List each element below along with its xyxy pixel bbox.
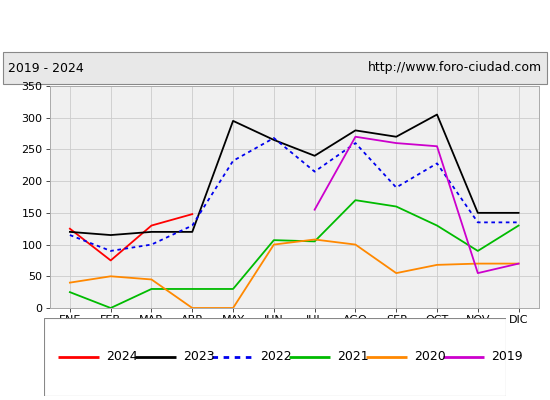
- Text: 2022: 2022: [260, 350, 292, 364]
- Text: Evolucion Nº Turistas Extranjeros en el municipio de Vega de Valcarce: Evolucion Nº Turistas Extranjeros en el …: [0, 16, 550, 34]
- Text: 2019: 2019: [491, 350, 523, 364]
- Text: 2019 - 2024: 2019 - 2024: [8, 62, 84, 74]
- Text: 2020: 2020: [414, 350, 446, 364]
- Text: 2021: 2021: [337, 350, 369, 364]
- Text: http://www.foro-ciudad.com: http://www.foro-ciudad.com: [367, 62, 542, 74]
- Text: 2023: 2023: [183, 350, 215, 364]
- Text: 2024: 2024: [106, 350, 138, 364]
